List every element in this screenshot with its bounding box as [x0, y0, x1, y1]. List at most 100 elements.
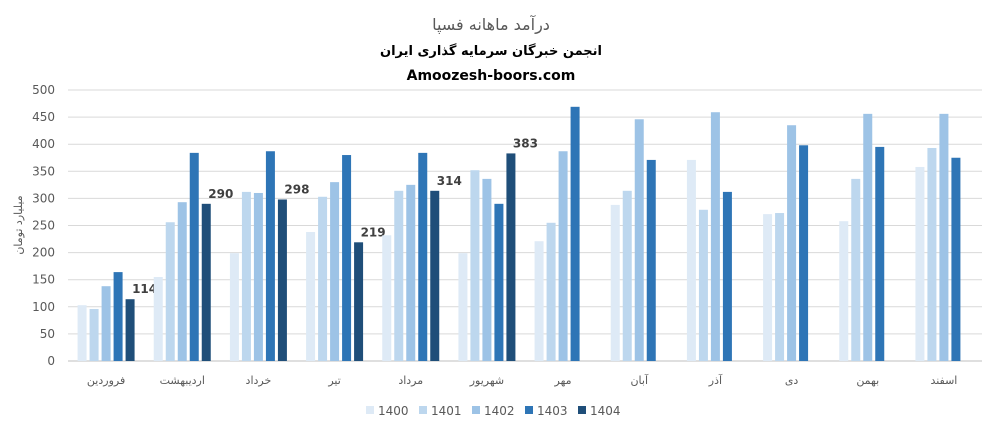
data-label: 383	[513, 136, 538, 150]
legend-swatch	[578, 406, 586, 414]
bar-1402	[330, 182, 340, 361]
bar-1402	[939, 113, 949, 362]
x-tick-label: شهریور	[469, 374, 504, 387]
legend-swatch	[419, 406, 427, 414]
bar-1402	[787, 125, 797, 361]
bar-1403	[494, 203, 504, 361]
bar-1400	[839, 221, 849, 361]
bar-1402	[101, 286, 111, 361]
bar-1403	[799, 145, 809, 361]
bar-1403	[646, 159, 656, 361]
x-tick-label: فروردین	[87, 374, 125, 387]
bar-1400	[77, 305, 87, 361]
x-tick-label: اسفند	[930, 374, 957, 387]
bar-1401	[470, 170, 480, 361]
data-label: 314	[437, 174, 462, 188]
legend-item: 1403	[525, 404, 568, 418]
x-tick-label: آذر	[708, 373, 723, 387]
y-tick-label: 200	[32, 246, 55, 260]
bar-1400	[534, 241, 544, 361]
bar-1401	[775, 213, 785, 361]
x-tick-label: آبان	[630, 373, 648, 387]
bar-1401	[851, 178, 861, 361]
chart-title: درآمد ماهانه فسپا	[432, 15, 550, 35]
bar-1400	[229, 253, 239, 361]
legend-item: 1402	[472, 404, 515, 418]
bar-1404	[354, 242, 364, 361]
legend-swatch	[472, 406, 480, 414]
chart-subtitle-site: Amoozesh-boors.com	[407, 68, 576, 84]
y-tick-label: 350	[32, 164, 55, 178]
bar-1400	[915, 166, 925, 361]
legend-label: 1402	[484, 404, 515, 418]
legend-item: 1404	[578, 404, 621, 418]
data-label: 219	[361, 225, 386, 239]
bar-1400	[153, 276, 163, 361]
bar-1403	[875, 146, 885, 361]
bar-1400	[686, 159, 696, 361]
data-label: 114	[132, 282, 157, 296]
bar-1402	[406, 184, 416, 361]
data-label: 298	[284, 182, 309, 196]
bar-1401	[927, 147, 937, 361]
legend-label: 1400	[378, 404, 409, 418]
bar-1404	[506, 153, 516, 361]
bar-1400	[306, 232, 316, 361]
bar-1402	[253, 192, 263, 361]
x-tick-label: خرداد	[246, 374, 272, 387]
bar-1403	[951, 157, 961, 361]
bar-1402	[482, 178, 492, 361]
bar-1401	[318, 196, 328, 361]
y-tick-label: 400	[32, 137, 55, 151]
data-label: 290	[208, 187, 233, 201]
bar-1401	[241, 191, 251, 361]
bar-1401	[698, 209, 708, 361]
y-tick-label: 300	[32, 191, 55, 205]
chart-subtitle: انجمن خبرگان سرمایه گذاری ایران	[380, 43, 602, 59]
bar-1403	[418, 152, 428, 361]
bar-1401	[165, 222, 175, 361]
bar-1403	[722, 191, 732, 361]
y-axis-label: میلیارد تومان	[12, 195, 25, 254]
bar-1402	[558, 151, 568, 361]
bar-1402	[177, 202, 187, 361]
bar-1402	[634, 119, 644, 361]
bar-1402	[863, 113, 873, 362]
bar-1402	[710, 112, 720, 361]
bar-1400	[610, 204, 620, 361]
bar-1403	[570, 106, 580, 361]
bar-1404	[277, 199, 287, 361]
x-tick-label: دی	[785, 374, 799, 387]
legend-swatch	[525, 406, 533, 414]
bar-1403	[189, 152, 199, 361]
bar-1404	[201, 203, 211, 361]
bar-1401	[546, 222, 556, 361]
x-tick-label: اردیبهشت	[160, 374, 205, 387]
x-tick-label: مرداد	[398, 374, 423, 387]
bar-1400	[458, 253, 468, 361]
legend-label: 1401	[431, 404, 462, 418]
y-tick-label: 500	[32, 83, 55, 97]
bar-1404	[430, 190, 440, 361]
bar-1403	[342, 155, 352, 361]
bar-1401	[394, 190, 404, 361]
y-tick-label: 150	[32, 273, 55, 287]
legend-item: 1400	[366, 404, 409, 418]
bar-1401	[622, 190, 632, 361]
x-tick-label: مهر	[554, 374, 572, 387]
bar-1404	[125, 299, 135, 361]
bar-1400	[382, 235, 392, 361]
legend-label: 1404	[590, 404, 621, 418]
y-tick-label: 50	[40, 327, 55, 341]
x-tick-label: بهمن	[856, 374, 879, 387]
legend-swatch	[366, 406, 374, 414]
y-tick-label: 250	[32, 219, 55, 233]
x-tick-label: تیر	[327, 374, 340, 387]
bar-1403	[113, 272, 123, 361]
legend-label: 1403	[537, 404, 568, 418]
bar-1400	[763, 214, 773, 361]
y-tick-label: 0	[47, 354, 55, 368]
legend-item: 1401	[419, 404, 462, 418]
bar-1403	[265, 151, 275, 361]
